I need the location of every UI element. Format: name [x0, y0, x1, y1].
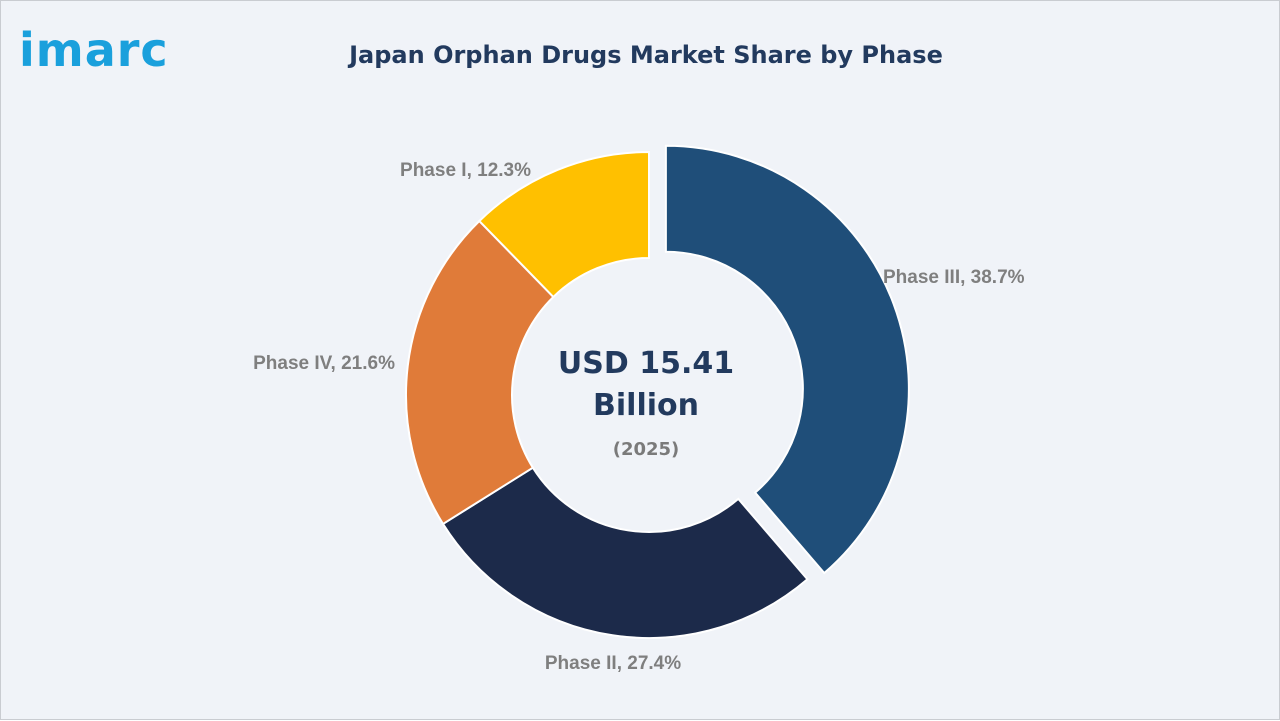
label-phase-iv: Phase IV, 21.6%: [253, 353, 395, 374]
imarc-logo: imarc: [19, 25, 169, 85]
logo-text: imarc: [19, 23, 169, 77]
center-year: (2025): [612, 439, 680, 460]
label-phase-i: Phase I, 12.3%: [400, 160, 531, 181]
label-phase-ii: Phase II, 27.4%: [545, 653, 681, 674]
center-total-value: USD 15.41 Billion: [546, 343, 746, 427]
chart-title: Japan Orphan Drugs Market Share by Phase: [349, 41, 943, 69]
label-phase-iii: Phase III, 38.7%: [883, 267, 1025, 288]
donut-slices: [405, 144, 910, 639]
slice-labels: Phase III, 38.7% Phase II, 27.4% Phase IV,…: [253, 160, 1025, 674]
slice-phase-iii: [664, 144, 910, 575]
slice-phase-iv: [405, 219, 555, 526]
slice-phase-ii: [441, 466, 809, 639]
center-value-line2: Billion: [593, 388, 699, 423]
center-value-line1: USD 15.41: [557, 346, 735, 381]
slice-phase-i: [477, 150, 650, 299]
